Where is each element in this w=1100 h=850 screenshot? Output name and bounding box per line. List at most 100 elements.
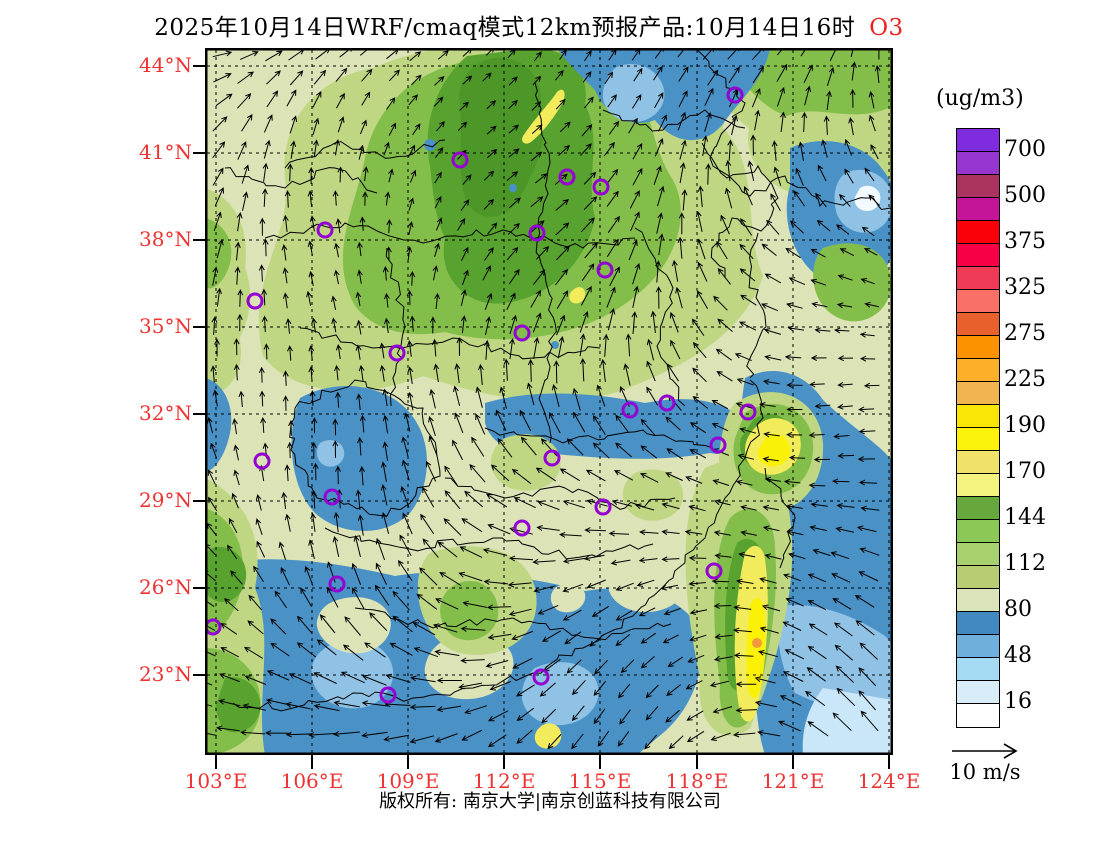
- colorbar-swatch: [957, 612, 999, 635]
- lat-axis-tick: [193, 239, 205, 241]
- station-marker: [558, 168, 576, 186]
- small-lake-region: [509, 184, 517, 192]
- small-lake-region: [424, 139, 436, 151]
- species-label: O3: [869, 15, 904, 41]
- lon-axis-tick: [407, 755, 409, 769]
- wind-arrows: [205, 48, 881, 750]
- station-marker: [543, 449, 561, 467]
- station-marker: [513, 324, 531, 342]
- graticule: [207, 50, 891, 753]
- unit-label: (ug/m3): [936, 86, 1024, 111]
- lon-axis-label: 121°E: [761, 769, 825, 793]
- station-marker: [709, 436, 727, 454]
- station-marker: [621, 401, 639, 419]
- colorbar-tick-label: 16: [1004, 689, 1032, 714]
- station-marker: [592, 178, 610, 196]
- station-marker: [253, 452, 271, 470]
- colorbar-swatch: [957, 405, 999, 428]
- lat-axis-label: 23°N: [139, 662, 192, 686]
- lat-axis-tick: [193, 326, 205, 328]
- colorbar-swatch: [957, 267, 999, 290]
- lon-axis-tick: [503, 755, 505, 769]
- colorbar: [956, 128, 1000, 728]
- colorbar-swatch: [957, 635, 999, 658]
- lon-axis-tick: [888, 755, 890, 769]
- colorbar-tick-label: 80: [1004, 597, 1032, 622]
- station-marker: [528, 224, 546, 242]
- lat-axis-tick: [193, 152, 205, 154]
- lat-axis-label: 44°N: [139, 53, 192, 77]
- title-text: 2025年10月14日WRF/cmaq模式12km预报产品:10月14日16时: [154, 15, 856, 41]
- lat-axis-label: 35°N: [139, 314, 192, 338]
- colorbar-tick-label: 225: [1004, 367, 1046, 392]
- region-greens-south: [205, 243, 892, 755]
- lon-axis-tick: [792, 755, 794, 769]
- colorbar-swatch: [957, 198, 999, 221]
- wind-scale-label: 10 m/s: [949, 760, 1021, 784]
- colorbar-swatch: [957, 497, 999, 520]
- station-marker: [388, 344, 406, 362]
- copyright-text: 版权所有: 南京大学|南京创蓝科技有限公司: [379, 791, 721, 812]
- colorbar-tick-label: 170: [1004, 459, 1046, 484]
- lon-axis-label: 106°E: [280, 769, 344, 793]
- lon-axis-label: 103°E: [184, 769, 248, 793]
- lat-axis-tick: [193, 674, 205, 676]
- colorbar-swatch: [957, 543, 999, 566]
- colorbar-tick-label: 325: [1004, 275, 1046, 300]
- small-lake-region: [551, 341, 559, 349]
- colorbar-swatch: [957, 382, 999, 405]
- lat-axis-tick: [193, 587, 205, 589]
- lat-axis-label: 26°N: [139, 575, 192, 599]
- colorbar-swatch: [957, 175, 999, 198]
- colorbar-tick-label: 500: [1004, 183, 1046, 208]
- forecast-map: [205, 48, 893, 755]
- lon-axis-tick: [215, 755, 217, 769]
- station-marker: [705, 562, 723, 580]
- lon-axis-label: 109°E: [376, 769, 440, 793]
- colorbar-swatch: [957, 313, 999, 336]
- colorbar-swatch: [957, 152, 999, 175]
- colorbar-tick-label: 190: [1004, 413, 1046, 438]
- colorbar-tick-label: 144: [1004, 505, 1046, 530]
- colorbar-tick-label: 112: [1004, 551, 1046, 576]
- station-marker: [246, 292, 264, 310]
- colorbar-swatch: [957, 520, 999, 543]
- lat-axis-label: 38°N: [139, 227, 192, 251]
- colorbar-swatch: [957, 359, 999, 382]
- station-marker: [596, 261, 614, 279]
- colorbar-tick-label: 700: [1004, 137, 1046, 162]
- colorbar-swatch: [957, 244, 999, 267]
- colorbar-swatch: [957, 474, 999, 497]
- colorbar-swatch: [957, 290, 999, 313]
- lat-axis-tick: [193, 65, 205, 67]
- station-marker: [513, 519, 531, 537]
- lat-axis-tick: [193, 500, 205, 502]
- page-title: 2025年10月14日WRF/cmaq模式12km预报产品:10月14日16时 O…: [0, 8, 1058, 42]
- lat-axis-label: 29°N: [139, 488, 192, 512]
- map-canvas: [205, 48, 893, 755]
- lon-axis-label: 118°E: [665, 769, 729, 793]
- lat-axis-label: 32°N: [139, 401, 192, 425]
- station-marker: [739, 403, 757, 421]
- map-frame: [205, 48, 893, 755]
- lon-axis-tick: [599, 755, 601, 769]
- station-marker: [323, 488, 341, 506]
- station-marker: [379, 686, 397, 704]
- colorbar-swatch: [957, 428, 999, 451]
- station-marker: [451, 151, 469, 169]
- colorbar-swatch: [957, 451, 999, 474]
- colorbar-swatch: [957, 704, 999, 727]
- colorbar-swatch: [957, 129, 999, 152]
- station-marker: [328, 575, 346, 593]
- wind-scale-arrow-icon: [952, 743, 1018, 759]
- colorbar-swatch: [957, 221, 999, 244]
- station-marker: [658, 394, 676, 412]
- colorbar-tick-label: 48: [1004, 643, 1032, 668]
- lat-axis-label: 41°N: [139, 140, 192, 164]
- lat-axis-tick: [193, 413, 205, 415]
- lon-axis-tick: [696, 755, 698, 769]
- station-marker: [532, 668, 550, 686]
- station-marker: [594, 498, 612, 516]
- colorbar-swatch: [957, 658, 999, 681]
